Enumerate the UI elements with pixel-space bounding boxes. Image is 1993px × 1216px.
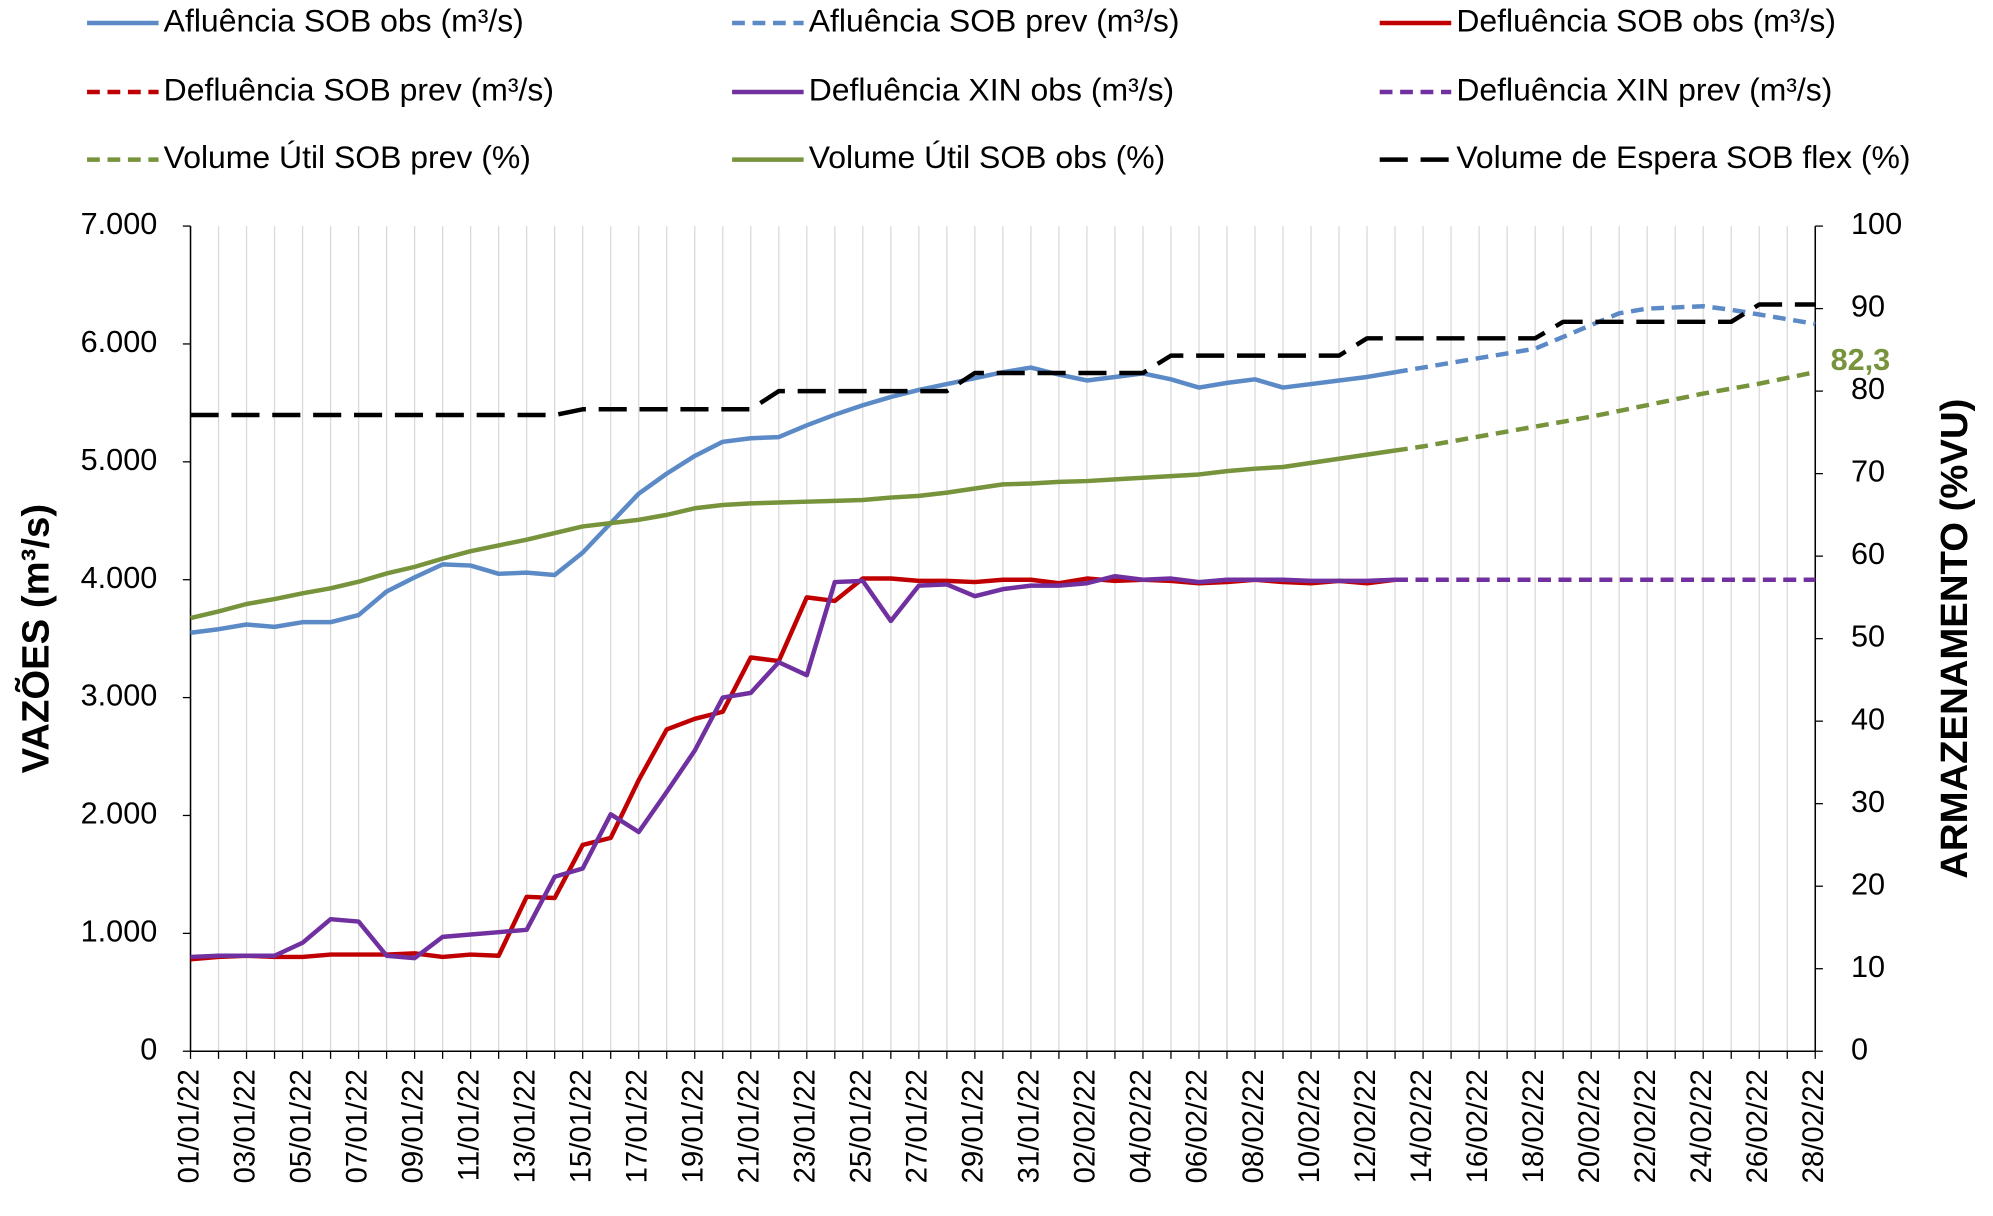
- x-tick-label: 17/01/22: [620, 1069, 653, 1183]
- x-tick-label: 06/02/22: [1181, 1069, 1214, 1183]
- x-tick-label: 03/01/22: [228, 1069, 261, 1183]
- legend-label: Volume Útil SOB prev (%): [164, 139, 531, 175]
- y2-tick-label: 70: [1851, 455, 1885, 489]
- legend-label: Afluência SOB obs (m³/s): [164, 2, 524, 38]
- legend-label: Defluência XIN obs (m³/s): [809, 71, 1174, 107]
- y-tick-label: 7.000: [81, 207, 158, 241]
- x-tick-label: 25/01/22: [845, 1069, 878, 1183]
- y2-tick-label: 100: [1851, 207, 1902, 241]
- y2-tick-label: 90: [1851, 290, 1885, 324]
- y2-tick-label: 60: [1851, 537, 1885, 571]
- x-tick-label: 02/02/22: [1069, 1069, 1102, 1183]
- x-tick-label: 01/01/22: [172, 1069, 205, 1183]
- y2-tick-label: 10: [1851, 950, 1885, 984]
- x-tick-label: 24/02/22: [1685, 1069, 1718, 1183]
- x-tick-label: 04/02/22: [1125, 1069, 1158, 1183]
- y-axis-title: VAZÕES (m³/s): [14, 504, 58, 774]
- x-tick-label: 18/02/22: [1517, 1069, 1550, 1183]
- y-tick-label: 3.000: [81, 679, 158, 713]
- x-tick-label: 31/01/22: [1013, 1069, 1046, 1183]
- legend-label: Defluência SOB prev (m³/s): [164, 71, 554, 107]
- x-tick-label: 13/01/22: [508, 1069, 541, 1183]
- series-line: [190, 576, 1396, 962]
- x-tick-label: 09/01/22: [396, 1069, 429, 1183]
- legend-label: Afluência SOB prev (m³/s): [809, 2, 1180, 38]
- x-tick-label: 19/01/22: [677, 1069, 710, 1183]
- x-tick-label: 20/02/22: [1573, 1069, 1606, 1183]
- y-tick-label: 2.000: [81, 797, 158, 831]
- y2-tick-label: 40: [1851, 702, 1885, 736]
- y-tick-label: 0: [140, 1032, 157, 1066]
- x-tick-label: 08/02/22: [1237, 1069, 1270, 1183]
- y-tick-label: 6.000: [81, 325, 158, 359]
- x-tick-label: 07/01/22: [340, 1069, 373, 1183]
- data-label: 82,3: [1831, 343, 1891, 377]
- y2-tick-label: 0: [1851, 1032, 1868, 1066]
- y-tick-label: 5.000: [81, 443, 158, 477]
- legend-label: Volume Útil SOB obs (%): [809, 139, 1166, 175]
- x-tick-label: 15/01/22: [564, 1069, 597, 1183]
- x-tick-label: 27/01/22: [901, 1069, 934, 1183]
- y2-tick-label: 80: [1851, 372, 1885, 406]
- series-line: [190, 573, 1396, 961]
- x-tick-label: 23/01/22: [789, 1069, 822, 1183]
- x-tick-label: 10/02/22: [1293, 1069, 1326, 1183]
- y2-tick-label: 20: [1851, 867, 1885, 901]
- series-line: [1394, 369, 1816, 453]
- series-line: [190, 302, 1816, 418]
- legend-label: Defluência XIN prev (m³/s): [1456, 71, 1832, 107]
- series-line: [1394, 303, 1816, 375]
- x-tick-label: 21/01/22: [733, 1069, 766, 1183]
- x-tick-label: 16/02/22: [1461, 1069, 1494, 1183]
- series-line: [190, 365, 1396, 635]
- y2-axis-title: ARMAZENAMENTO (%VU): [1933, 399, 1976, 879]
- y-tick-label: 4.000: [81, 561, 158, 595]
- x-tick-label: 22/02/22: [1629, 1069, 1662, 1183]
- y2-tick-label: 50: [1851, 620, 1885, 654]
- y2-tick-label: 30: [1851, 785, 1885, 819]
- x-tick-label: 14/02/22: [1405, 1069, 1438, 1183]
- x-tick-label: 29/01/22: [957, 1069, 990, 1183]
- x-tick-label: 26/02/22: [1741, 1069, 1774, 1183]
- series-line: [190, 448, 1396, 621]
- x-tick-label: 05/01/22: [284, 1069, 317, 1183]
- x-tick-label: 12/02/22: [1349, 1069, 1382, 1183]
- legend-label: Volume de Espera SOB flex (%): [1456, 139, 1910, 175]
- y-tick-label: 1.000: [81, 914, 158, 948]
- x-tick-label: 11/01/22: [452, 1069, 485, 1181]
- x-tick-label: 28/02/22: [1797, 1069, 1830, 1183]
- legend-label: Defluência SOB obs (m³/s): [1456, 2, 1836, 38]
